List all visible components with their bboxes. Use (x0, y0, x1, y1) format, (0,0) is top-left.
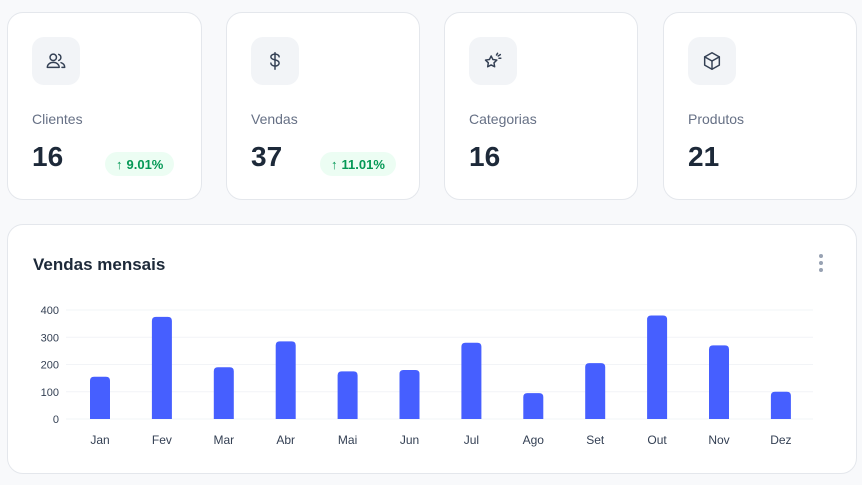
stat-value: 16 (32, 141, 64, 172)
trend-badge-value: 9.01% (126, 156, 164, 172)
bar-fev[interactable] (151, 316, 172, 419)
chart-title: Vendas mensais (33, 255, 166, 274)
x-tick-label: Set (586, 433, 605, 447)
more-vertical-icon[interactable] (811, 251, 831, 275)
x-tick-label: Jan (90, 433, 109, 447)
arrow-up-icon: ↑ (331, 156, 338, 172)
bar-chart: 0 100 200 300 400 Jan Fev Mar Abr Mai Jun Jul Ago Set… (41, 305, 813, 447)
bar-jul[interactable] (461, 342, 482, 419)
bar-nov[interactable] (709, 345, 729, 419)
bar-mai[interactable] (337, 371, 358, 419)
bar-out[interactable] (647, 315, 668, 419)
x-tick-label: Ago (523, 433, 545, 447)
y-tick-label: 300 (41, 332, 59, 344)
stat-card-clientes: Clientes 16 ↑ 9.01% (7, 12, 202, 200)
bar-ago[interactable] (523, 393, 544, 419)
x-tick-label: Out (647, 433, 667, 447)
bar-set[interactable] (585, 363, 606, 419)
stat-value: 16 (469, 141, 501, 172)
star-sparkle-icon (469, 37, 517, 85)
x-tick-label: Fev (152, 433, 172, 447)
stat-value: 21 (688, 141, 720, 172)
y-tick-label: 200 (41, 360, 59, 372)
monthly-sales-card: Vendas mensais 0 100 200 300 400 Jan Fev Mar Abr… (7, 224, 857, 474)
y-tick-label: 0 (53, 414, 59, 426)
stat-label: Categorias (469, 111, 537, 127)
y-tick-label: 100 (41, 387, 59, 399)
stat-label: Clientes (32, 111, 83, 127)
y-tick-label: 400 (41, 305, 59, 317)
bar-abr[interactable] (275, 341, 296, 419)
trend-badge: ↑ 11.01% (320, 152, 396, 176)
bar-mar[interactable] (213, 367, 234, 419)
bar-dez[interactable] (770, 391, 791, 419)
stat-card-vendas: Vendas 37 ↑ 11.01% (226, 12, 420, 200)
x-tick-label: Mai (338, 433, 357, 447)
bar-jan[interactable] (90, 376, 110, 419)
stat-card-categorias: Categorias 16 (444, 12, 638, 200)
stat-label: Produtos (688, 111, 745, 127)
x-tick-label: Nov (708, 433, 729, 447)
x-tick-label: Abr (276, 433, 295, 447)
x-tick-label: Dez (770, 433, 791, 447)
box-icon (688, 37, 736, 85)
users-icon (32, 37, 80, 85)
dollar-icon (251, 37, 299, 85)
stat-label: Vendas (251, 111, 298, 127)
trend-badge-value: 11.01% (341, 156, 385, 172)
trend-badge: ↑ 9.01% (105, 152, 175, 176)
bar-jun[interactable] (399, 369, 420, 419)
x-tick-label: Jul (464, 433, 479, 447)
x-tick-label: Jun (400, 433, 419, 447)
x-tick-label: Mar (213, 433, 234, 447)
arrow-up-icon: ↑ (116, 156, 123, 172)
stat-card-produtos: Produtos 21 (663, 12, 857, 200)
stat-value: 37 (251, 141, 283, 172)
